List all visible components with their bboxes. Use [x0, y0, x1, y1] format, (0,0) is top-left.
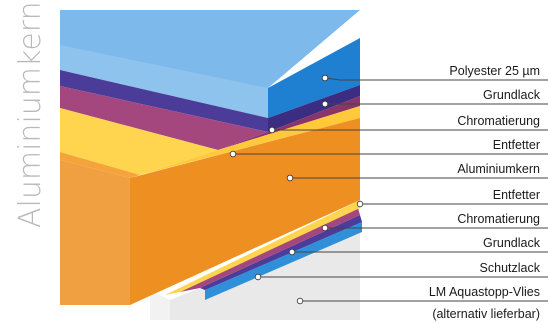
dot-6	[321, 224, 329, 232]
label-aluminiumkern: Aluminiumkern	[457, 162, 540, 176]
dot-1	[321, 100, 329, 108]
label-entfetter-bottom: Entfetter	[493, 188, 540, 202]
layer-polyester-front	[60, 45, 268, 118]
dot-0	[321, 74, 329, 82]
label-vlies-note: (alternativ lieferbar)	[432, 307, 540, 321]
label-grundlack-top: Grundlack	[483, 88, 541, 102]
dot-2	[268, 126, 276, 134]
layer-entfetter-top	[60, 108, 218, 175]
label-entfetter-top: Entfetter	[493, 138, 540, 152]
label-chromatierung-top: Chromatierung	[457, 114, 540, 128]
layer-aluminiumkern-side	[130, 118, 360, 305]
label-polyester: Polyester 25 µm	[449, 64, 540, 78]
layer-vlies-side	[150, 290, 170, 320]
label-vlies: LM Aquastopp-Vlies	[429, 285, 540, 299]
layer-polyester-right	[268, 38, 360, 118]
labels: Polyester 25 µm Grundlack Chromatierung …	[429, 64, 541, 321]
dot-5	[356, 200, 364, 208]
layer-chromatierung-top	[60, 86, 268, 150]
layer-grundlack-top	[60, 70, 268, 132]
dot-4	[286, 174, 294, 182]
label-chromatierung-bottom: Chromatierung	[457, 212, 540, 226]
dot-7	[288, 248, 296, 256]
layer-schutzlack	[205, 222, 362, 300]
dot-9	[296, 297, 304, 305]
layer-aluminiumkern-front	[60, 160, 130, 305]
dot-8	[254, 273, 262, 281]
leader-0	[324, 77, 548, 81]
layer-entfetter-top-right	[140, 106, 360, 175]
bottom-layers	[150, 200, 362, 320]
top-layers	[60, 10, 360, 305]
layer-aluminiumkern-top	[60, 152, 140, 178]
layer-entfetter-bottom	[165, 200, 360, 295]
leader-dots	[229, 74, 364, 305]
layer-grundlack-top-right	[268, 85, 360, 132]
label-schutzlack: Schutzlack	[480, 261, 541, 275]
dot-3	[229, 150, 237, 158]
layer-grundlack-bottom	[200, 215, 362, 290]
diagram-title: Aluminiumkern	[13, 1, 48, 228]
leaders	[233, 77, 548, 302]
label-grundlack-bottom: Grundlack	[483, 236, 541, 250]
